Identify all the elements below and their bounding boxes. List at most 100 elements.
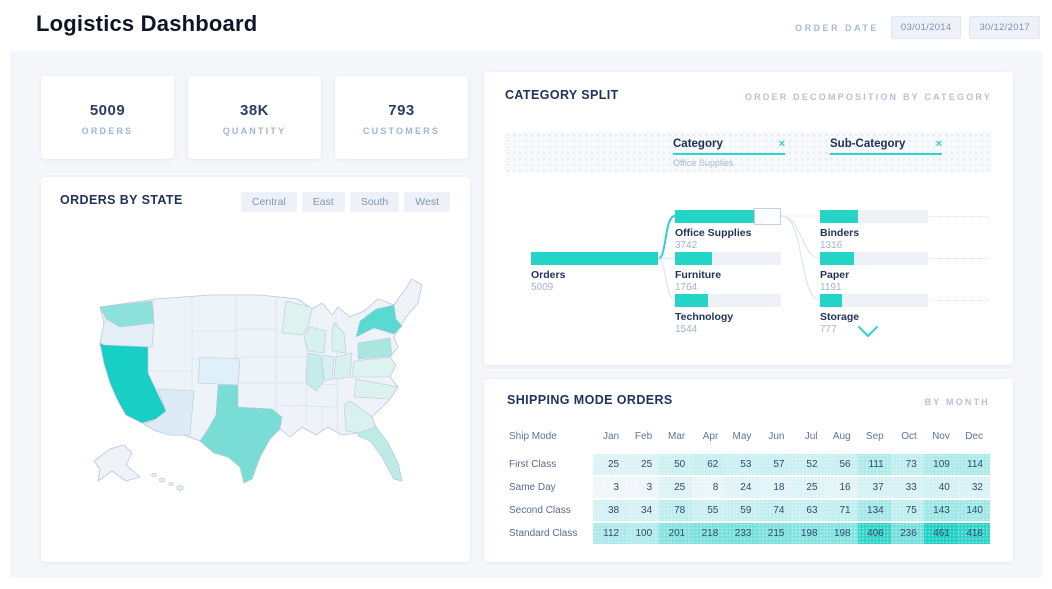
- heatmap-cell[interactable]: 111: [857, 454, 891, 475]
- heatmap-cell[interactable]: 16: [824, 477, 858, 498]
- region-filter-east[interactable]: East: [301, 192, 345, 212]
- heatmap-cell[interactable]: 112: [593, 523, 627, 544]
- heatmap-cell[interactable]: 25: [626, 454, 660, 475]
- state-texas[interactable]: [199, 384, 283, 484]
- tree-node-storage[interactable]: Storage 777: [820, 294, 928, 335]
- heatmap-cell[interactable]: 32: [956, 477, 990, 498]
- region-filter-group: Central East South West: [240, 192, 450, 212]
- heatmap-cell[interactable]: 236: [890, 523, 924, 544]
- heatmap-cell[interactable]: 461: [923, 523, 957, 544]
- tree-node-orders[interactable]: Orders 5009: [531, 252, 658, 293]
- region-filter-west[interactable]: West: [404, 192, 450, 212]
- order-date-filter: ORDER DATE 03/01/2014 30/12/2017: [795, 16, 1040, 39]
- heatmap-cell[interactable]: 59: [725, 500, 759, 521]
- heatmap-cell[interactable]: 198: [791, 523, 825, 544]
- heatmap-cell[interactable]: 198: [824, 523, 858, 544]
- heatmap-cell[interactable]: 140: [956, 500, 990, 521]
- heatmap-cell[interactable]: 215: [758, 523, 792, 544]
- month-column-header: Feb: [634, 431, 653, 442]
- heatmap-cell[interactable]: 134: [857, 500, 891, 521]
- state-florida[interactable]: [357, 426, 403, 482]
- heatmap-cell[interactable]: 56: [824, 454, 858, 475]
- heatmap-cell[interactable]: 50: [659, 454, 693, 475]
- tree-node-office-supplies[interactable]: Office Supplies 3742: [675, 208, 781, 251]
- heatmap-cell[interactable]: 37: [857, 477, 891, 498]
- heatmap-cell[interactable]: 416: [956, 523, 990, 544]
- region-filter-central[interactable]: Central: [240, 192, 297, 212]
- tree-node-paper[interactable]: Paper 1191: [820, 252, 928, 293]
- heatmap-cell[interactable]: 406: [857, 523, 891, 544]
- state-wisconsin[interactable]: [303, 326, 327, 354]
- dashboard-canvas: 5009 ORDERS 38K QUANTITY 793 CUSTOMERS O…: [10, 51, 1042, 578]
- heatmap-cell[interactable]: 201: [659, 523, 693, 544]
- state-minnesota[interactable]: [281, 300, 313, 336]
- heatmap-cell[interactable]: 53: [725, 454, 759, 475]
- heatmap-cell[interactable]: 109: [923, 454, 957, 475]
- leader-line: [930, 216, 988, 217]
- state-alaska[interactable]: [93, 444, 141, 482]
- heatmap-cell[interactable]: 63: [791, 500, 825, 521]
- date-start-input[interactable]: 03/01/2014: [890, 16, 962, 39]
- heatmap-cell[interactable]: 62: [692, 454, 726, 475]
- heatmap-cell[interactable]: 25: [593, 454, 627, 475]
- tree-node-binders[interactable]: Binders 1316: [820, 210, 928, 251]
- tree-node-technology[interactable]: Technology 1544: [675, 294, 781, 335]
- ship-mode-row-label: Standard Class: [509, 528, 578, 539]
- heatmap-cell[interactable]: 3: [626, 477, 660, 498]
- heatmap-cell[interactable]: 52: [791, 454, 825, 475]
- heatmap-cell[interactable]: 73: [890, 454, 924, 475]
- state-ohio[interactable]: [333, 352, 353, 380]
- heatmap-cell[interactable]: 114: [956, 454, 990, 475]
- shipping-mode-title: SHIPPING MODE ORDERS: [507, 393, 673, 407]
- heatmap-cell[interactable]: 40: [923, 477, 957, 498]
- state-virginia[interactable]: [351, 356, 397, 378]
- state-arizona[interactable]: [143, 388, 195, 436]
- heatmap-cell[interactable]: 33: [890, 477, 924, 498]
- state-new-york[interactable]: [355, 304, 403, 338]
- heatmap-cell[interactable]: 25: [791, 477, 825, 498]
- state-pennsylvania[interactable]: [357, 337, 393, 360]
- heatmap-cell[interactable]: 55: [692, 500, 726, 521]
- breadcrumb-category-selected: Office Supplies: [673, 158, 734, 168]
- heatmap-cell[interactable]: 25: [659, 477, 693, 498]
- heatmap-cell[interactable]: 71: [824, 500, 858, 521]
- heatmap-cell[interactable]: 38: [593, 500, 627, 521]
- expand-more-chevron-icon[interactable]: [856, 324, 880, 340]
- state-illinois[interactable]: [305, 352, 325, 392]
- heatmap-cell[interactable]: 218: [692, 523, 726, 544]
- state-indiana[interactable]: [321, 354, 335, 382]
- breadcrumb-subcategory-close-icon[interactable]: ×: [935, 137, 942, 150]
- region-filter-south[interactable]: South: [349, 192, 400, 212]
- state-georgia[interactable]: [343, 400, 377, 434]
- kpi-customers-label: CUSTOMERS: [362, 126, 441, 136]
- heatmap-cell[interactable]: 233: [725, 523, 759, 544]
- heatmap-cell[interactable]: 18: [758, 477, 792, 498]
- breadcrumb-subcategory-label: Sub-Category: [830, 138, 906, 150]
- ship-mode-row-label: First Class: [509, 459, 557, 470]
- category-split-subtitle: ORDER DECOMPOSITION BY CATEGORY: [744, 92, 992, 102]
- heatmap-header-row: Ship Mode Jan Feb Mar Apr May Jun Jul Aug Sep Oct N…: [507, 425, 990, 452]
- heatmap-cell[interactable]: 143: [923, 500, 957, 521]
- state-hawaii[interactable]: [151, 472, 184, 491]
- heatmap-cell[interactable]: 74: [758, 500, 792, 521]
- heatmap-cell[interactable]: 34: [626, 500, 660, 521]
- heatmap-cell[interactable]: 8: [692, 477, 726, 498]
- category-split-title: CATEGORY SPLIT: [505, 88, 619, 102]
- heatmap-cell[interactable]: 57: [758, 454, 792, 475]
- heatmap-cell[interactable]: 100: [626, 523, 660, 544]
- heatmap-cell[interactable]: 75: [890, 500, 924, 521]
- decomposition-tree: Orders 5009 Office Supplies 3742 Furnitu…: [484, 72, 1013, 365]
- kpi-orders-label: ORDERS: [81, 126, 134, 136]
- heatmap-cell[interactable]: 24: [725, 477, 759, 498]
- date-end-input[interactable]: 30/12/2017: [969, 16, 1040, 39]
- state-colorado[interactable]: [197, 356, 241, 386]
- state-north-carolina[interactable]: [353, 378, 399, 400]
- heatmap-cell[interactable]: 78: [659, 500, 693, 521]
- state-california[interactable]: [99, 342, 167, 424]
- tree-node-furniture[interactable]: Furniture 1764: [675, 252, 781, 293]
- breadcrumb-category-close-icon[interactable]: ×: [778, 137, 785, 150]
- tree-node-orders-value: 5009: [531, 282, 554, 293]
- heatmap-cell[interactable]: 3: [593, 477, 627, 498]
- state-michigan[interactable]: [331, 322, 347, 354]
- us-choropleth-map[interactable]: [60, 265, 460, 555]
